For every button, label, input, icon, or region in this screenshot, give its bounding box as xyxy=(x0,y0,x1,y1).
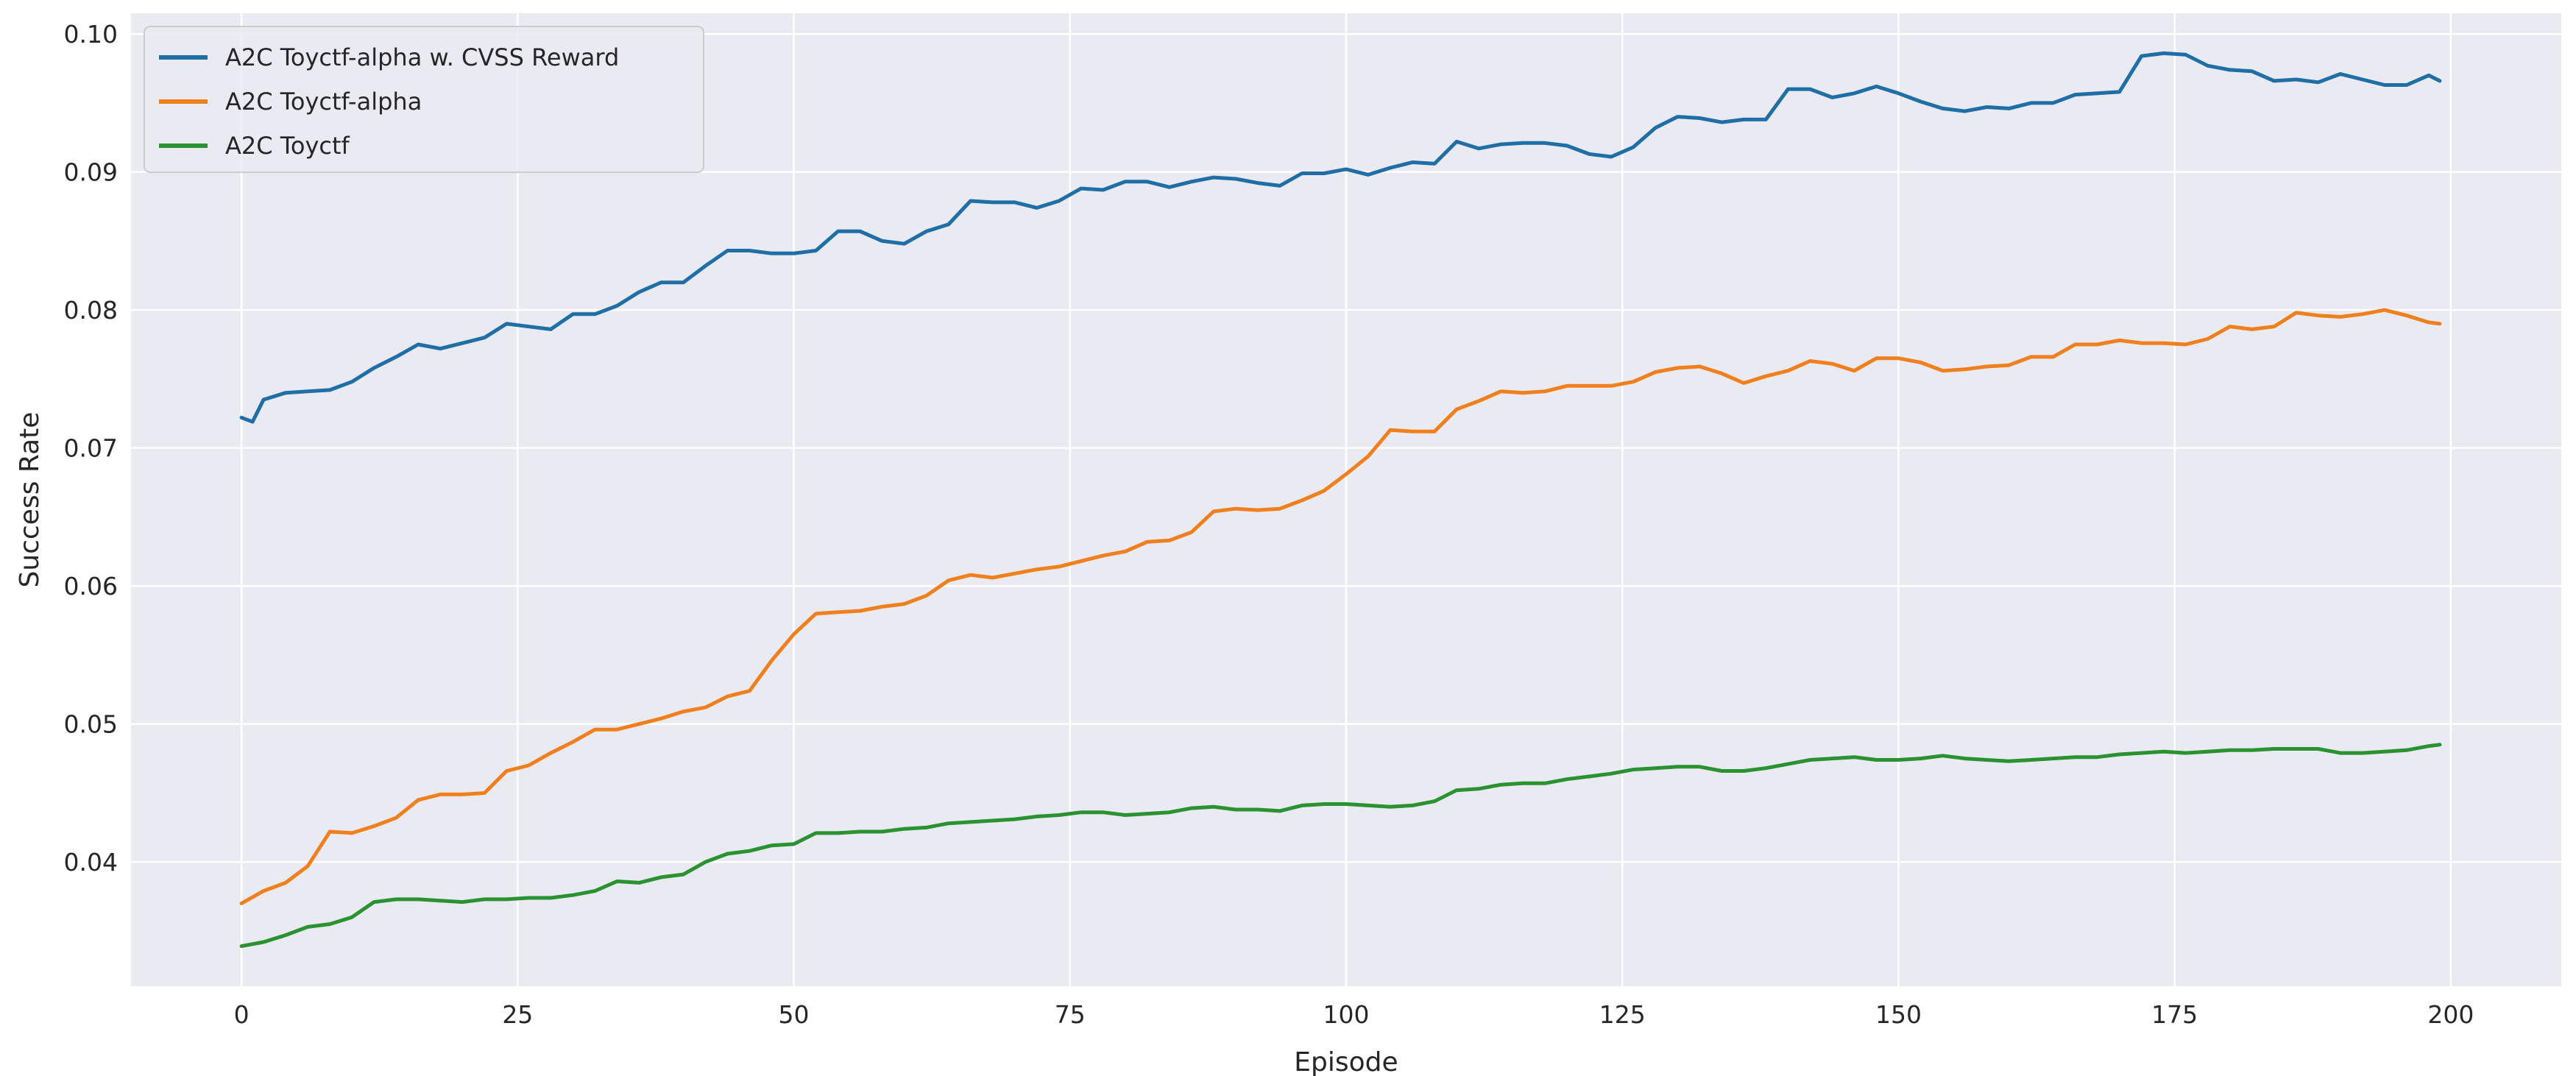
y-tick-label: 0.09 xyxy=(64,158,118,187)
legend-label-toyctf-alpha: A2C Toyctf-alpha xyxy=(225,88,422,116)
x-tick-label: 25 xyxy=(502,1000,533,1029)
x-axis-label: Episode xyxy=(1294,1047,1398,1076)
y-tick-label: 0.04 xyxy=(64,848,118,877)
y-tick-label: 0.06 xyxy=(64,572,118,601)
legend: A2C Toyctf-alpha w. CVSS Reward A2C Toyc… xyxy=(144,26,704,173)
x-tick-label: 175 xyxy=(2151,1000,2198,1029)
x-tick-label: 200 xyxy=(2427,1000,2474,1029)
x-tick-label: 50 xyxy=(779,1000,810,1029)
x-tick-label: 125 xyxy=(1599,1000,1646,1029)
legend-label-cvss: A2C Toyctf-alpha w. CVSS Reward xyxy=(225,43,619,71)
x-tick-label: 0 xyxy=(234,1000,250,1029)
y-axis-label: Success Rate xyxy=(15,412,45,588)
legend-label-toyctf: A2C Toyctf xyxy=(225,132,350,160)
y-tick-label: 0.05 xyxy=(64,710,118,739)
x-tick-label: 150 xyxy=(1875,1000,1922,1029)
series-lines xyxy=(239,51,2442,949)
legend-box xyxy=(144,26,704,173)
y-tick-labels: 0.04 0.05 0.06 0.07 0.08 0.09 0.10 xyxy=(64,20,118,877)
x-tick-label: 100 xyxy=(1323,1000,1370,1029)
series-line-0 xyxy=(239,51,2442,424)
series-line-2 xyxy=(239,743,2442,949)
x-tick-label: 75 xyxy=(1055,1000,1086,1029)
y-tick-label: 0.07 xyxy=(64,434,118,463)
y-tick-label: 0.10 xyxy=(64,20,118,49)
y-tick-label: 0.08 xyxy=(64,296,118,325)
series-line-1 xyxy=(239,308,2442,905)
grid-lines xyxy=(131,13,2561,986)
x-tick-labels: 0 25 50 75 100 125 150 175 200 xyxy=(234,1000,2474,1029)
